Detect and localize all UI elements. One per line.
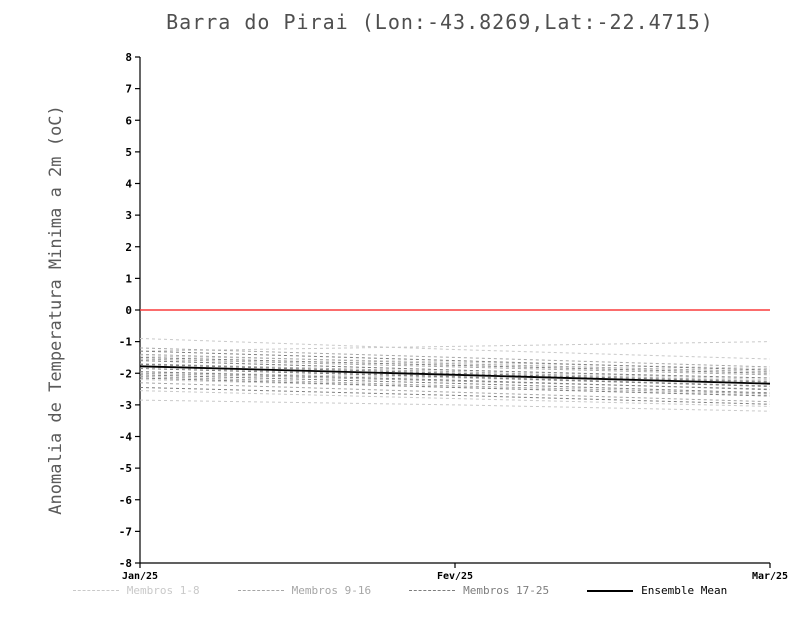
legend-line-sample <box>237 590 284 591</box>
x-tick-label: Jan/25 <box>122 571 158 582</box>
y-tick-label: -1 <box>119 336 133 349</box>
y-tick-label: 5 <box>125 146 132 159</box>
y-tick-label: 1 <box>125 272 132 285</box>
y-tick-label: -5 <box>119 462 132 475</box>
chart-title: Barra do Pirai (Lon:-43.8269,Lat:-22.471… <box>166 10 714 34</box>
legend-line-sample <box>72 590 119 591</box>
member-line <box>139 347 771 368</box>
chart-legend: Membros 1-8 Membros 9-16 Membros 17-25 E… <box>0 584 800 597</box>
member-line <box>139 355 771 370</box>
y-tick-label: 4 <box>125 178 132 191</box>
y-tick-label: 0 <box>125 304 132 317</box>
legend-item-membros-17-25: Membros 17-25 <box>409 584 549 597</box>
member-line <box>139 382 771 403</box>
y-tick-label: -8 <box>119 557 132 570</box>
legend-label: Membros 9-16 <box>291 584 372 597</box>
y-tick-label: -4 <box>119 431 133 444</box>
y-tick-label: 6 <box>125 114 132 127</box>
y-tick-label: 3 <box>125 209 132 222</box>
legend-label: Membros 17-25 <box>463 584 550 597</box>
legend-item-ensemble-mean: Ensemble Mean <box>587 584 727 597</box>
x-tick-label: Fev/25 <box>437 571 473 582</box>
x-tick-label: Mar/25 <box>752 571 788 582</box>
legend-line-sample <box>409 590 456 591</box>
legend-item-membros-1-8: Membros 1-8 <box>72 584 200 597</box>
ensemble-mean-line <box>139 365 771 385</box>
member-line <box>139 360 771 381</box>
legend-label: Membros 1-8 <box>126 584 200 597</box>
y-tick-label: -2 <box>119 367 132 380</box>
y-tick-label: -3 <box>119 399 132 412</box>
legend-line-sample <box>587 589 634 592</box>
legend-item-membros-9-16: Membros 9-16 <box>237 584 372 597</box>
y-tick-label: 7 <box>125 83 132 96</box>
y-tick-label: -7 <box>119 525 132 538</box>
member-line <box>139 350 771 371</box>
legend-label: Ensemble Mean <box>641 584 728 597</box>
y-tick-label: 8 <box>125 51 132 64</box>
y-tick-label: -6 <box>119 494 133 507</box>
member-line <box>139 341 771 352</box>
member-line <box>139 356 771 374</box>
member-line <box>139 337 771 360</box>
y-tick-label: 2 <box>125 241 132 254</box>
